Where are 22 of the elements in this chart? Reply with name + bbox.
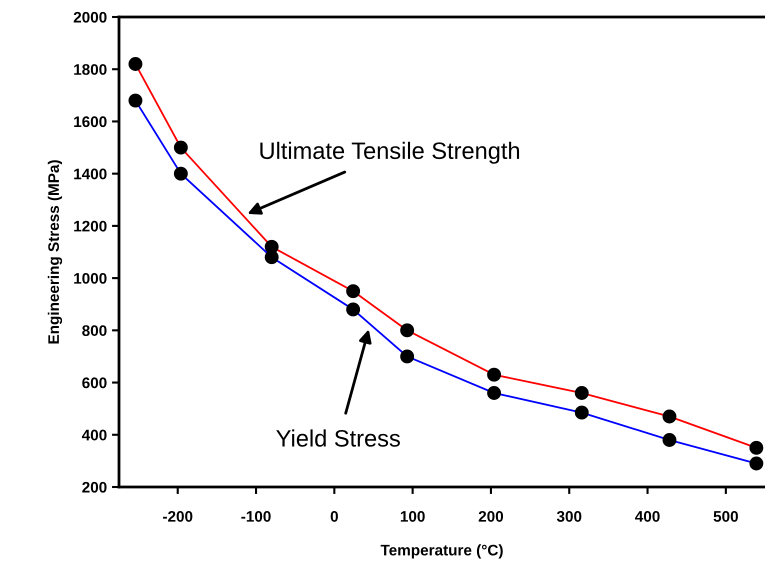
annotation: Yield Stress	[276, 429, 400, 447]
y-tick-label: 1200	[74, 220, 107, 232]
x-tick-label: 0	[330, 511, 338, 522]
x-tick-label: -100	[241, 511, 271, 522]
x-tick-label: -200	[163, 511, 192, 522]
y-axis-title: Engineering Stress (MPa)	[48, 160, 62, 344]
x-axis-title: Temperature (°C)	[380, 544, 503, 559]
y-tick-label: 1400	[74, 168, 107, 180]
y-tick-label: 1000	[74, 272, 107, 284]
x-tick-label: 400	[635, 511, 660, 522]
y-tick-label: 400	[82, 430, 107, 440]
y-tick-label: 2000	[74, 12, 107, 23]
x-tick-label: 300	[556, 511, 582, 522]
x-tick-label: 500	[714, 511, 738, 522]
annotation: Ultimate Tensile Strength	[260, 142, 520, 164]
y-tick-label: 1600	[74, 116, 107, 128]
y-tick-label: 1800	[74, 64, 107, 75]
x-tick-label: 200	[478, 511, 504, 522]
y-tick-label: 200	[82, 482, 107, 493]
y-tick-label: 600	[82, 377, 107, 388]
y-tick-label: 800	[82, 325, 107, 336]
x-tick-label: 100	[400, 511, 425, 522]
